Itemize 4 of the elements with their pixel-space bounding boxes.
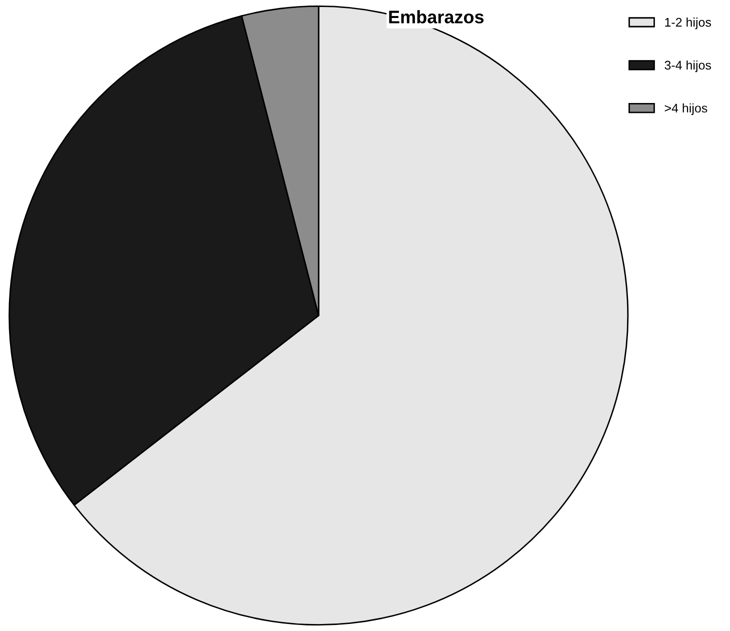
legend-label: 1-2 hijos (665, 18, 711, 30)
chart-title: Embarazos (389, 10, 484, 24)
legend-label: 3-4 hijos (664, 60, 711, 72)
legend-label: >4 hijos (664, 103, 708, 116)
